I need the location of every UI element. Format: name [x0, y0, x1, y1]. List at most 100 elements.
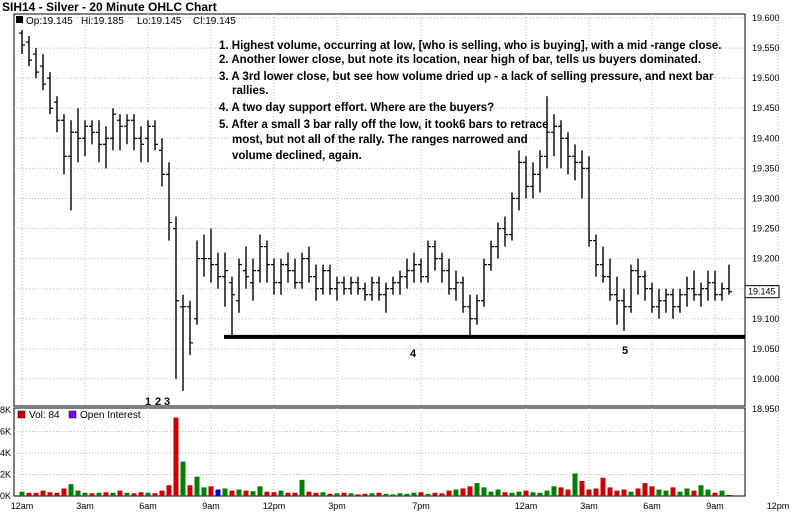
volume-bar	[327, 493, 333, 496]
ohlc-bar	[82, 120, 88, 157]
ohlc-bar	[117, 114, 123, 151]
volume-bar	[663, 490, 669, 496]
volume-bar	[362, 493, 368, 496]
chart-title: SIH14 - Silver - 20 Minute OHLC Chart	[2, 0, 217, 14]
volume-bar	[341, 492, 347, 496]
ohlc-bar	[698, 282, 704, 307]
ohlc-bar	[257, 234, 263, 283]
note-5: 5. After a small 3 bar rally off the low…	[219, 119, 549, 131]
ohlc-bar	[397, 270, 403, 295]
price-tick-label: 19.500	[752, 73, 780, 83]
legend-low: Lo:19.145	[137, 16, 182, 27]
ohlc-bar	[425, 240, 431, 283]
ohlc-bar	[663, 288, 669, 313]
last-price-label: 19.145	[748, 287, 776, 297]
time-tick-label: 12am	[11, 501, 34, 511]
price-tick-label: 19.300	[752, 193, 780, 203]
price-tick-label: 19.250	[752, 224, 780, 234]
volume-legend-swatch	[17, 410, 26, 419]
time-tick-label: 3am	[76, 501, 94, 511]
volume-bar	[425, 493, 431, 496]
ohlc-bar	[635, 258, 641, 295]
ohlc-bar	[208, 228, 214, 283]
note-1: 1. Highest volume, occurring at low, [wh…	[219, 40, 721, 52]
volume-bar	[47, 492, 53, 496]
volume-bar	[439, 493, 445, 496]
volume-axis: 8K 6K 4K 2K 0K	[0, 405, 11, 501]
volume-bar	[432, 492, 438, 496]
volume-bar	[565, 489, 571, 496]
ohlc-bar	[124, 114, 130, 145]
volume-grid	[14, 408, 779, 496]
volume-bar	[467, 486, 473, 496]
ohlc-bar	[96, 120, 102, 163]
volume-bar	[614, 490, 620, 496]
ohlc-bar	[131, 114, 137, 151]
price-tick-label: 19.050	[752, 344, 780, 354]
volume-bar	[159, 490, 165, 496]
volume-bar	[579, 480, 585, 496]
time-tick-label: 9am	[202, 501, 220, 511]
volume-bar	[404, 493, 410, 496]
volume-bar	[33, 492, 39, 496]
time-axis: 12am 3am 6am 9am 12pm 3pm 7pm 12am 3am 6am 9am 12pm…	[11, 501, 790, 511]
ohlc-bar	[299, 252, 305, 289]
marker-1: 1	[145, 396, 151, 408]
volume-bar	[558, 487, 564, 496]
volume-bar	[691, 490, 697, 496]
volume-bar	[677, 491, 683, 496]
volume-bar	[635, 488, 641, 496]
volume-bar	[110, 492, 116, 496]
time-tick-label: 12pm	[767, 501, 790, 511]
ohlc-bar	[719, 282, 725, 301]
ohlc-bar	[705, 270, 711, 301]
price-axis: 19.600 19.550 19.500 19.450 19.400 19.350 19.3…	[752, 13, 780, 414]
volume-bar	[481, 487, 487, 496]
time-tick-label: 3am	[580, 501, 598, 511]
volume-bar	[166, 485, 172, 496]
ohlc-bar	[726, 264, 732, 295]
ohlc-bar	[334, 276, 340, 301]
volume-bar	[236, 489, 242, 496]
volume-bar	[96, 492, 102, 496]
volume-bar	[488, 491, 494, 496]
volume-bar	[54, 492, 60, 496]
ohlc-bar	[670, 288, 676, 319]
ohlc-bar	[411, 252, 417, 283]
volume-bar	[138, 492, 144, 496]
price-tick-label: 19.550	[752, 43, 780, 53]
ohlc-bar	[383, 282, 389, 313]
price-tick-label: 19.400	[752, 133, 780, 143]
annotation-notes: 1. Highest volume, occurring at low, [wh…	[219, 40, 721, 162]
ohlc-bar	[236, 258, 242, 313]
ohlc-bar	[194, 240, 200, 325]
note-4: 4. A two day support effort. Where are t…	[219, 102, 494, 114]
ohlc-bar	[495, 222, 501, 259]
ohlc-bar	[369, 276, 375, 301]
ohlc-bar	[264, 240, 270, 283]
volume-bar	[418, 492, 424, 496]
ohlc-bar	[159, 138, 165, 187]
volume-bar	[306, 491, 312, 496]
volume-tick-label: 8K	[0, 405, 11, 415]
time-tick-label: 7pm	[412, 501, 430, 511]
volume-bar	[642, 483, 648, 496]
ohlc-bar	[54, 96, 60, 133]
ohlc-bar	[691, 270, 697, 301]
ohlc-bar	[544, 96, 550, 169]
ohlc-bar	[488, 240, 494, 271]
ohlc-bar	[201, 234, 207, 277]
ohlc-bar	[390, 276, 396, 295]
ohlc-bar	[292, 258, 298, 289]
volume-bar	[586, 489, 592, 496]
volume-legend: Vol: 84 Open Interest	[17, 410, 141, 421]
volume-tick-label: 2K	[0, 470, 11, 480]
ohlc-bar	[47, 72, 53, 115]
legend-open: Op:19.145	[26, 16, 73, 27]
ohlc-bar	[439, 252, 445, 283]
ohlc-bar	[418, 258, 424, 283]
ohlc-bar	[348, 276, 354, 295]
ohlc-bar	[180, 294, 186, 391]
volume-bars	[19, 417, 732, 496]
legend-high: Hi:19.185	[81, 16, 124, 27]
